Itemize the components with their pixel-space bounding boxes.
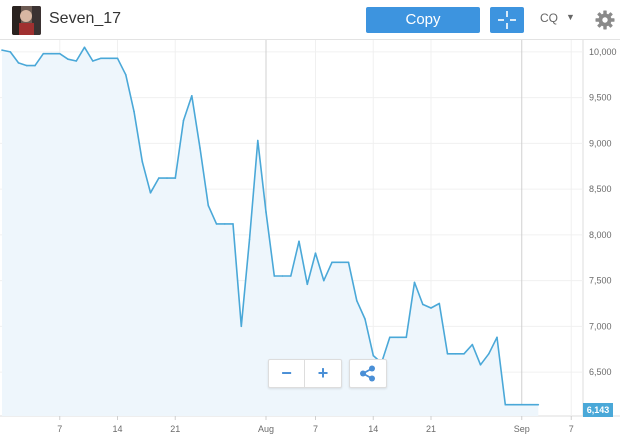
x-tick-label: 14 xyxy=(112,424,122,434)
settings-button[interactable] xyxy=(594,9,616,31)
y-tick-label: 9,000 xyxy=(589,138,612,148)
y-tick-label: 6,500 xyxy=(589,367,612,377)
x-tick-label: 21 xyxy=(170,424,180,434)
chart-area xyxy=(2,47,539,417)
avatar[interactable] xyxy=(12,6,41,35)
crosshair-icon xyxy=(498,11,516,29)
zoom-in-button[interactable]: + xyxy=(317,363,329,383)
crosshair-button[interactable] xyxy=(490,7,524,33)
share-button[interactable] xyxy=(349,359,387,388)
chevron-down-icon[interactable]: ▼ xyxy=(566,12,575,22)
top-bar: Seven_17 Copy CQ ▼ xyxy=(0,0,620,40)
gear-icon xyxy=(595,10,615,30)
y-tick-label: 10,000 xyxy=(589,47,617,57)
y-tick-label: 8,500 xyxy=(589,184,612,194)
y-tick-label: 8,000 xyxy=(589,230,612,240)
last-price-label: 6,143 xyxy=(583,403,613,417)
zoom-controls: − + xyxy=(268,359,342,388)
x-tick-label: 21 xyxy=(426,424,436,434)
y-tick-label: 7,500 xyxy=(589,276,612,286)
share-icon xyxy=(360,365,375,382)
y-tick-label: 9,500 xyxy=(589,93,612,103)
copy-button[interactable]: Copy xyxy=(366,7,480,33)
price-chart[interactable]: 6,500 7,000 7,500 8,000 8,500 9,000 9,500 10,00… xyxy=(0,40,620,437)
x-tick-label: Sep xyxy=(514,424,530,434)
x-tick-label: 14 xyxy=(368,424,378,434)
x-tick-label: 7 xyxy=(313,424,318,434)
x-tick-label: Aug xyxy=(258,424,274,434)
zoom-out-button[interactable]: − xyxy=(269,360,305,387)
chart-menu[interactable]: CQ xyxy=(540,11,558,25)
x-tick-label: 7 xyxy=(569,424,574,434)
price-line xyxy=(1,46,539,406)
y-tick-label: 7,000 xyxy=(589,321,612,331)
username[interactable]: Seven_17 xyxy=(49,10,122,27)
x-tick-label: 7 xyxy=(57,424,62,434)
